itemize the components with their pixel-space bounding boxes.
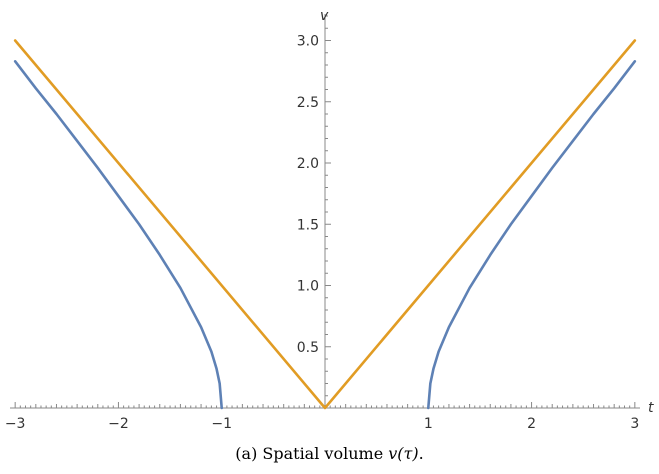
x-tick-label: 3 [630,416,639,432]
figure-caption: (a) Spatial volume v(τ). [0,444,659,463]
y-tick-label: 1.5 [297,217,319,233]
caption-suffix: . [418,444,424,463]
x-tick-label: −3 [5,416,26,432]
series-layer [13,39,637,410]
axes: −3 −2 −1 1 2 3 0.5 1.0 1.5 2.0 2.5 3.0 [5,14,640,432]
chart: −3 −2 −1 1 2 3 0.5 1.0 1.5 2.0 2.5 3.0 t v [5,8,654,432]
x-tick-label: −2 [108,416,129,432]
x-tick-label: 1 [424,416,433,432]
x-axis-label: t [648,400,654,416]
y-axis-label: v [320,8,329,24]
series-1-line-1 [13,60,224,410]
y-tick-label: 0.5 [297,340,319,356]
y-tick-label: 2.5 [297,95,319,111]
y-tick-label: 1.0 [297,279,319,295]
series-1-line-2 [426,60,637,410]
y-tick-label: 2.0 [297,156,319,172]
caption-prefix: (a) Spatial volume [235,444,389,463]
caption-math: v(τ) [388,444,419,463]
x-tick-label: −1 [211,416,232,432]
y-tick-label: 3.0 [297,34,319,50]
x-tick-label: 2 [527,416,536,432]
series-2-line-1 [13,39,637,410]
